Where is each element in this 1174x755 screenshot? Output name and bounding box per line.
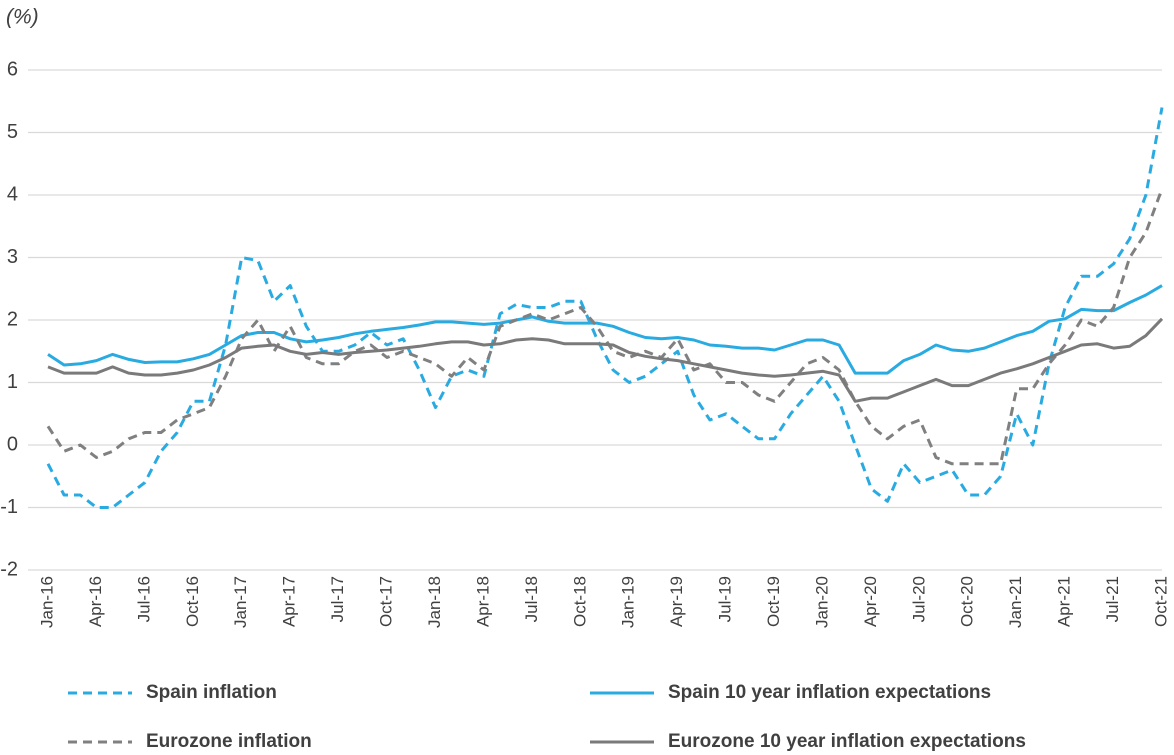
x-tick-label: Jan-20 — [812, 576, 831, 628]
x-tick-label: Apr-17 — [280, 576, 299, 627]
y-tick-label: 2 — [7, 308, 18, 330]
x-tick-label: Jul-16 — [134, 576, 153, 622]
x-tick-label: Oct-19 — [764, 576, 783, 627]
x-tick-label: Jul-21 — [1103, 576, 1122, 622]
x-tick-label: Apr-19 — [667, 576, 686, 627]
y-axis-label: (%) — [6, 6, 39, 29]
series-line — [46, 188, 1164, 466]
x-tick-label: Apr-21 — [1055, 576, 1074, 627]
x-tick-label: Oct-21 — [1151, 576, 1170, 627]
y-tick-label: 5 — [7, 121, 18, 143]
x-tick-label: Jul-18 — [522, 576, 541, 622]
y-tick-label: 6 — [7, 58, 18, 80]
x-tick-label: Oct-18 — [570, 576, 589, 627]
x-tick-label: Apr-18 — [473, 576, 492, 627]
y-tick-label: -1 — [0, 496, 18, 518]
legend-label: Eurozone inflation — [146, 731, 312, 752]
y-tick-label: 4 — [7, 183, 18, 205]
x-tick-label: Jan-17 — [231, 576, 250, 628]
series-line — [46, 107, 1164, 509]
series-line — [47, 317, 1164, 403]
y-tick-label: 3 — [7, 246, 18, 268]
x-tick-label: Oct-17 — [377, 576, 396, 627]
x-tick-label: Jan-18 — [425, 576, 444, 628]
y-tick-label: 1 — [7, 371, 18, 393]
x-tick-label: Oct-20 — [958, 576, 977, 627]
x-tick-label: Jul-19 — [716, 576, 735, 622]
x-tick-label: Jan-21 — [1006, 576, 1025, 628]
x-tick-label: Apr-20 — [861, 576, 880, 627]
x-tick-label: Jan-16 — [37, 576, 56, 628]
x-tick-label: Jul-20 — [909, 576, 928, 622]
x-tick-label: Apr-16 — [86, 576, 105, 627]
legend-label: Spain 10 year inflation expectations — [668, 682, 991, 703]
y-tick-label: -2 — [0, 558, 18, 580]
legend-label: Eurozone 10 year inflation expectations — [668, 731, 1026, 752]
y-tick-label: 0 — [7, 433, 18, 455]
series-line — [47, 284, 1163, 375]
x-tick-label: Oct-16 — [183, 576, 202, 627]
x-tick-label: Jan-19 — [619, 576, 638, 628]
x-tick-label: Jul-17 — [328, 576, 347, 622]
legend-label: Spain inflation — [146, 682, 277, 703]
